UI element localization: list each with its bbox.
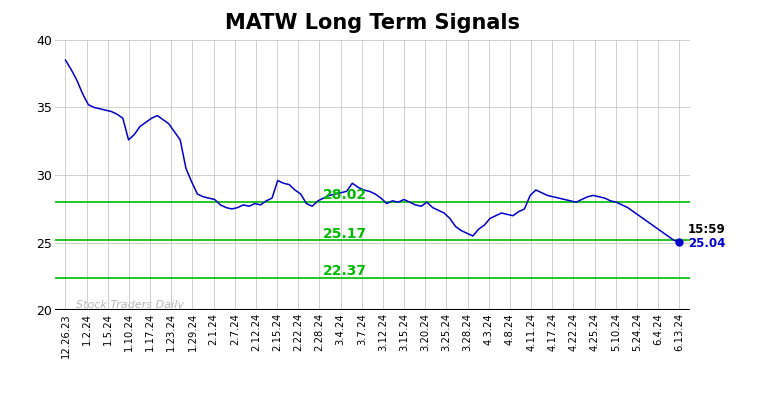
Text: 22.37: 22.37 bbox=[323, 264, 367, 278]
Text: Stock Traders Daily: Stock Traders Daily bbox=[76, 300, 184, 310]
Text: 25.04: 25.04 bbox=[688, 237, 725, 250]
Text: 28.02: 28.02 bbox=[323, 188, 368, 202]
Text: 25.17: 25.17 bbox=[323, 226, 368, 240]
Text: 15:59: 15:59 bbox=[688, 223, 725, 236]
Title: MATW Long Term Signals: MATW Long Term Signals bbox=[225, 13, 520, 33]
